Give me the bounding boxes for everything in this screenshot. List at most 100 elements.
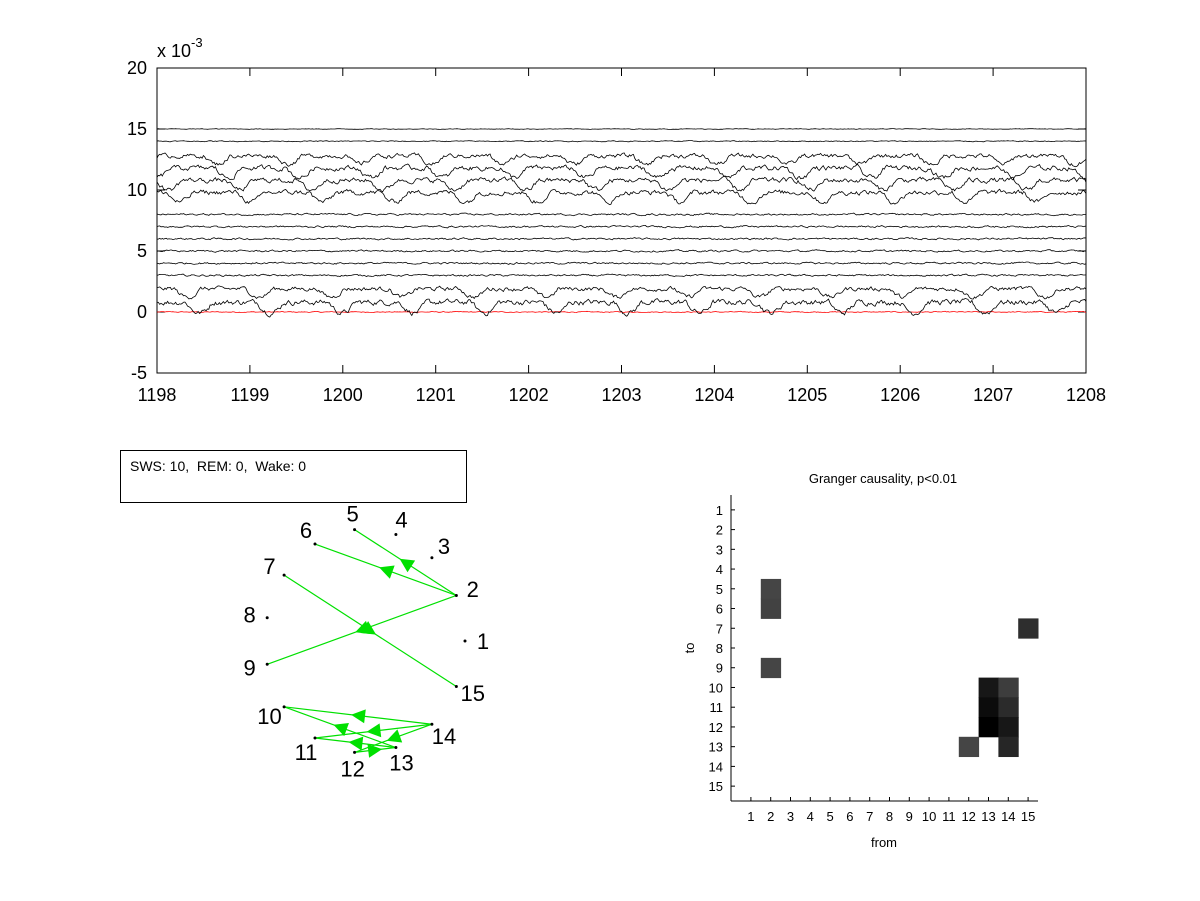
heatmap-x-tick-label: 15 (1021, 809, 1035, 824)
x-tick-label: 1204 (694, 385, 734, 405)
edge-arrowhead (386, 729, 403, 743)
eeg-trace (156, 212, 1086, 217)
x-tick-label: 1199 (231, 385, 270, 405)
heatmap-y-tick-label: 7 (716, 621, 723, 636)
granger-heatmap: Granger causality, p<0.01 1 2 3 4 5 6 7 8 9 10 11 1… (682, 471, 1039, 850)
eeg-trace (156, 163, 1087, 181)
network-node (454, 593, 458, 597)
heatmap-cell (998, 736, 1019, 758)
network-node-label: 14 (432, 724, 456, 749)
edge-arrowhead (366, 723, 382, 738)
traces-lines (156, 128, 1087, 318)
heatmap-ticks: 1 2 3 4 5 6 7 8 9 10 11 12 13 14 151234567891011121314… (709, 503, 1036, 824)
heatmap-cell (998, 677, 1019, 698)
heatmap-x-tick-label: 9 (906, 809, 913, 824)
y-tick-label: 10 (127, 180, 147, 200)
heatmap-y-tick-label: 2 (716, 523, 723, 538)
network-node (394, 746, 398, 750)
network-node (282, 573, 286, 577)
heatmap-y-tick-label: 15 (709, 779, 723, 794)
sleep-stage-box: SWS: 10, REM: 0, Wake: 0 (120, 450, 467, 503)
y-tick-label: -5 (131, 363, 147, 383)
heatmap-cell (760, 657, 782, 679)
network-node (313, 736, 317, 740)
heatmap-ylabel: to (682, 643, 697, 654)
sleep-stage-text: SWS: 10, REM: 0, Wake: 0 (130, 458, 307, 474)
eeg-trace (156, 152, 1087, 168)
heatmap-y-tick-label: 14 (709, 759, 723, 774)
heatmap-x-tick-label: 2 (767, 809, 774, 824)
network-node (463, 639, 467, 643)
eeg-trace (156, 224, 1087, 229)
heatmap-x-tick-label: 1 (747, 809, 754, 824)
x-tick-label: 1202 (509, 385, 549, 405)
x-tick-label: 1198 (138, 385, 177, 405)
network-node-label: 11 (295, 740, 318, 765)
heatmap-x-tick-label: 13 (981, 809, 995, 824)
eeg-trace (156, 175, 1087, 193)
network-node (265, 662, 269, 666)
network-node (430, 556, 434, 560)
heatmap-cells (760, 578, 1039, 758)
heatmap-x-tick-label: 5 (826, 809, 833, 824)
heatmap-x-tick-label: 7 (866, 809, 873, 824)
y-tick-label: 0 (137, 302, 147, 322)
heatmap-cell (978, 717, 999, 738)
edge-arrowhead (367, 743, 383, 758)
heatmap-y-tick-label: 13 (709, 740, 723, 755)
heatmap-axes-box (731, 495, 1038, 801)
edge-arrowhead (360, 621, 377, 635)
network-node-label: 12 (340, 756, 364, 781)
network-node-label: 4 (395, 507, 407, 532)
exponent-label: x 10 (157, 41, 191, 61)
edge-arrowhead (333, 722, 349, 737)
x-tick-label: 1201 (416, 385, 456, 405)
network-node (353, 528, 357, 532)
network-node-label: 7 (263, 554, 275, 579)
x-tick-label: 1207 (973, 385, 1013, 405)
heatmap-cell (978, 677, 999, 698)
edge-arrowhead (399, 558, 416, 573)
edge-arrowhead (351, 709, 366, 724)
eeg-trace (156, 237, 1087, 241)
network-node-label: 5 (347, 502, 359, 527)
network-node (282, 705, 286, 709)
network-node (430, 722, 434, 726)
heatmap-y-tick-label: 6 (716, 602, 723, 617)
heatmap-x-tick-label: 14 (1001, 809, 1015, 824)
heatmap-cell (998, 697, 1019, 718)
network-node-label: 9 (243, 656, 255, 681)
x-tick-label: 1206 (880, 385, 920, 405)
eeg-trace (156, 140, 1087, 143)
heatmap-y-tick-label: 10 (709, 680, 723, 695)
traces-panel: 1198 1199 1200 1201 1202 1203 1204 1205 1206 1207… (127, 35, 1106, 405)
eeg-trace (156, 128, 1086, 130)
heatmap-x-tick-label: 11 (942, 809, 956, 824)
heatmap-y-tick-label: 9 (716, 661, 723, 676)
heatmap-cell (998, 717, 1019, 738)
network-node-label: 6 (300, 518, 312, 543)
heatmap-cell (760, 598, 782, 619)
network-edges (266, 529, 457, 758)
heatmap-y-tick-label: 3 (716, 542, 723, 557)
heatmap-y-tick-label: 5 (716, 582, 723, 597)
network-node-label: 1 (477, 629, 489, 654)
eeg-trace (156, 188, 1087, 206)
eeg-trace (156, 285, 1087, 300)
heatmap-x-tick-label: 10 (922, 809, 936, 824)
heatmap-x-tick-label: 6 (846, 809, 853, 824)
heatmap-cell (1018, 618, 1039, 639)
traces-axes-box (156, 67, 1087, 374)
y-tick-label: 20 (127, 58, 147, 78)
x-tick-label: 1205 (787, 385, 827, 405)
heatmap-y-tick-label: 4 (716, 562, 723, 577)
network-node-label: 8 (243, 602, 255, 627)
eeg-trace (156, 273, 1087, 277)
heatmap-x-tick-label: 4 (807, 809, 814, 824)
network-node-label: 2 (467, 577, 479, 602)
x-tick-label: 1203 (601, 385, 641, 405)
network-node (313, 542, 317, 546)
